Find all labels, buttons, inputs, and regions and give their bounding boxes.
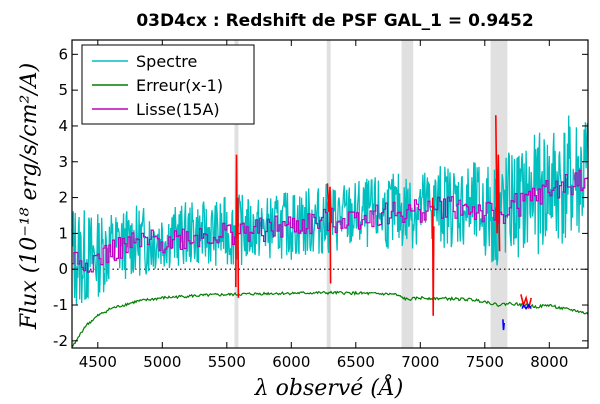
x-tick-label-7000: 7000 <box>401 353 439 371</box>
masked-segments-layer <box>235 115 532 331</box>
y-tick-label--1: -1 <box>53 296 68 314</box>
x-tick-label-6000: 6000 <box>272 353 310 371</box>
x-axis-label: λ observé (Å) <box>254 373 404 400</box>
blue-mark-0 <box>502 319 505 331</box>
y-tick-label-4: 4 <box>58 117 68 135</box>
legend-label-0: Spectre <box>136 52 197 71</box>
axis-ticks: 4500 5000 5500 6000 6500 7000 7500 8000 -2 -1 0 1 2 3… <box>53 40 588 371</box>
x-tick-label-4500: 4500 <box>79 353 117 371</box>
masked-segment-1 <box>326 183 332 284</box>
y-tick-label-3: 3 <box>58 153 68 171</box>
y-tick-label-5: 5 <box>58 81 68 99</box>
masked-segment-0 <box>235 154 240 298</box>
y-tick-label-0: 0 <box>58 260 68 278</box>
chart-title: 03D4cx : Redshift de PSF GAL_1 = 0.9452 <box>136 11 533 31</box>
series-erreur-line <box>71 290 589 348</box>
blue-mark-1 <box>521 303 532 310</box>
x-tick-label-6500: 6500 <box>337 353 375 371</box>
shaded-band-1 <box>326 40 331 348</box>
legend: Spectre Erreur(x-1) Lisse(15A) <box>81 44 255 125</box>
x-tick-label-8000: 8000 <box>530 353 568 371</box>
legend-label-2: Lisse(15A) <box>136 100 220 119</box>
y-tick-label--2: -2 <box>53 332 68 350</box>
x-tick-label-5000: 5000 <box>143 353 181 371</box>
x-tick-label-5500: 5500 <box>208 353 246 371</box>
masked-segment-3 <box>495 115 501 252</box>
masked-segment-2 <box>431 197 435 316</box>
y-tick-label-1: 1 <box>58 224 68 242</box>
y-tick-label-6: 6 <box>58 45 68 63</box>
series-lisse-line <box>72 169 588 273</box>
y-axis-label: Flux (10⁻¹⁸ erg/s/cm²/A) <box>17 63 42 330</box>
y-tick-label-2: 2 <box>58 189 68 207</box>
plot-frame <box>71 39 589 349</box>
x-tick-label-7500: 7500 <box>466 353 504 371</box>
legend-label-1: Erreur(x-1) <box>136 76 223 95</box>
